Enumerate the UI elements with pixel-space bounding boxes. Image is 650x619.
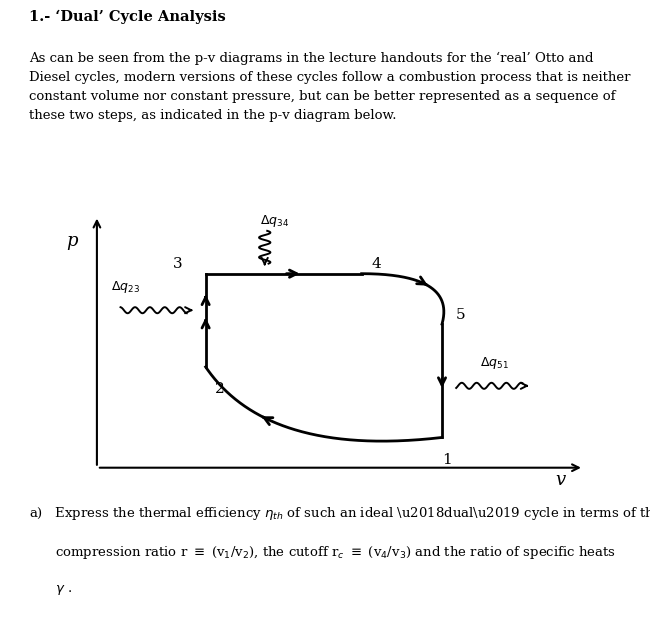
Text: $\gamma$ .: $\gamma$ . xyxy=(55,582,72,597)
Text: 1: 1 xyxy=(442,452,452,467)
Text: $\Delta q_{51}$: $\Delta q_{51}$ xyxy=(480,355,508,371)
Text: 4: 4 xyxy=(371,257,381,271)
Text: 2: 2 xyxy=(215,382,225,396)
Text: $\Delta q_{34}$: $\Delta q_{34}$ xyxy=(260,213,289,229)
Text: $\Delta q_{23}$: $\Delta q_{23}$ xyxy=(111,279,140,295)
Text: 5: 5 xyxy=(456,308,466,321)
Text: 1.- ‘Dual’ Cycle Analysis: 1.- ‘Dual’ Cycle Analysis xyxy=(29,9,226,24)
Text: a)   Express the thermal efficiency $\eta_{th}$ of such an ideal \u2018dual\u201: a) Express the thermal efficiency $\eta_… xyxy=(29,504,650,522)
Text: 3: 3 xyxy=(172,257,182,271)
Text: compression ratio r $\equiv$ (v$_1$/v$_2$), the cutoff r$_c$ $\equiv$ (v$_4$/v$_: compression ratio r $\equiv$ (v$_1$/v$_2… xyxy=(55,543,616,561)
Text: p: p xyxy=(66,232,78,250)
Text: As can be seen from the p-v diagrams in the lecture handouts for the ‘real’ Otto: As can be seen from the p-v diagrams in … xyxy=(29,52,630,122)
Text: v: v xyxy=(556,471,566,489)
